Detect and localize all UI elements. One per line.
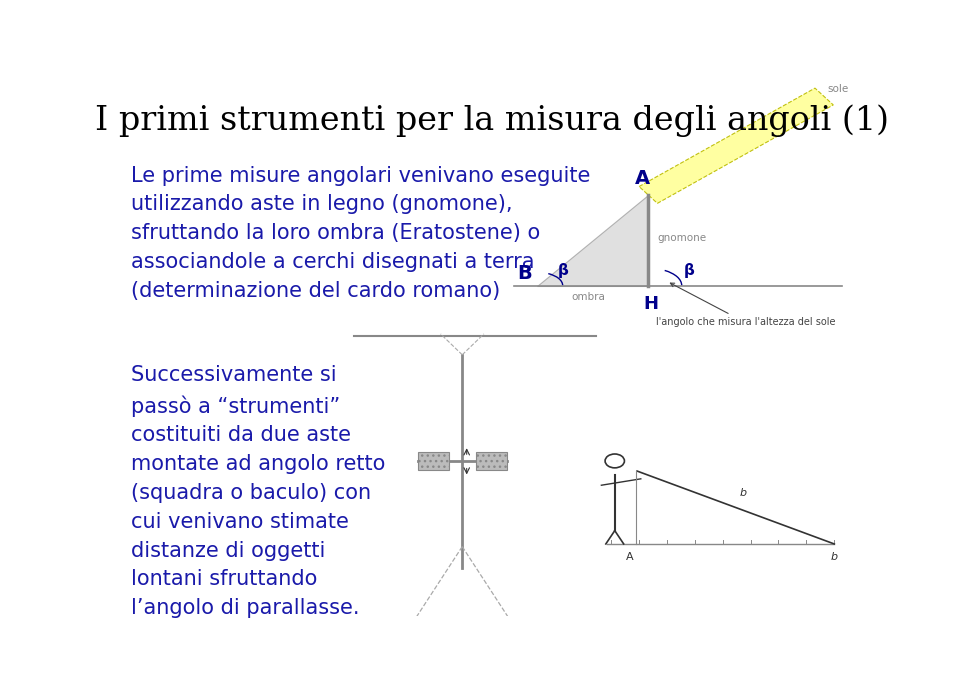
Text: gnomone: gnomone: [658, 233, 707, 243]
Text: I primi strumenti per la misura degli angoli (1): I primi strumenti per la misura degli an…: [95, 104, 889, 137]
Text: b: b: [830, 552, 838, 562]
Text: β: β: [558, 263, 568, 278]
Text: H: H: [644, 295, 659, 313]
Text: β: β: [684, 263, 695, 278]
Text: A: A: [635, 169, 650, 188]
Text: l'angolo che misura l'altezza del sole: l'angolo che misura l'altezza del sole: [656, 283, 835, 327]
Text: ombra: ombra: [572, 292, 606, 302]
Text: Successivamente si
passò a “strumenti”
costituiti da due aste
montate ad angolo : Successivamente si passò a “strumenti” c…: [132, 365, 386, 618]
Text: sole: sole: [828, 84, 849, 94]
Text: Le prime misure angolari venivano eseguite
utilizzando aste in legno (gnomone),
: Le prime misure angolari venivano esegui…: [132, 165, 590, 301]
Text: A: A: [626, 552, 634, 562]
Bar: [418, 453, 449, 471]
Polygon shape: [537, 195, 648, 286]
Bar: [475, 453, 507, 471]
Text: B: B: [517, 264, 532, 284]
Polygon shape: [639, 88, 833, 203]
Text: b: b: [739, 488, 747, 498]
